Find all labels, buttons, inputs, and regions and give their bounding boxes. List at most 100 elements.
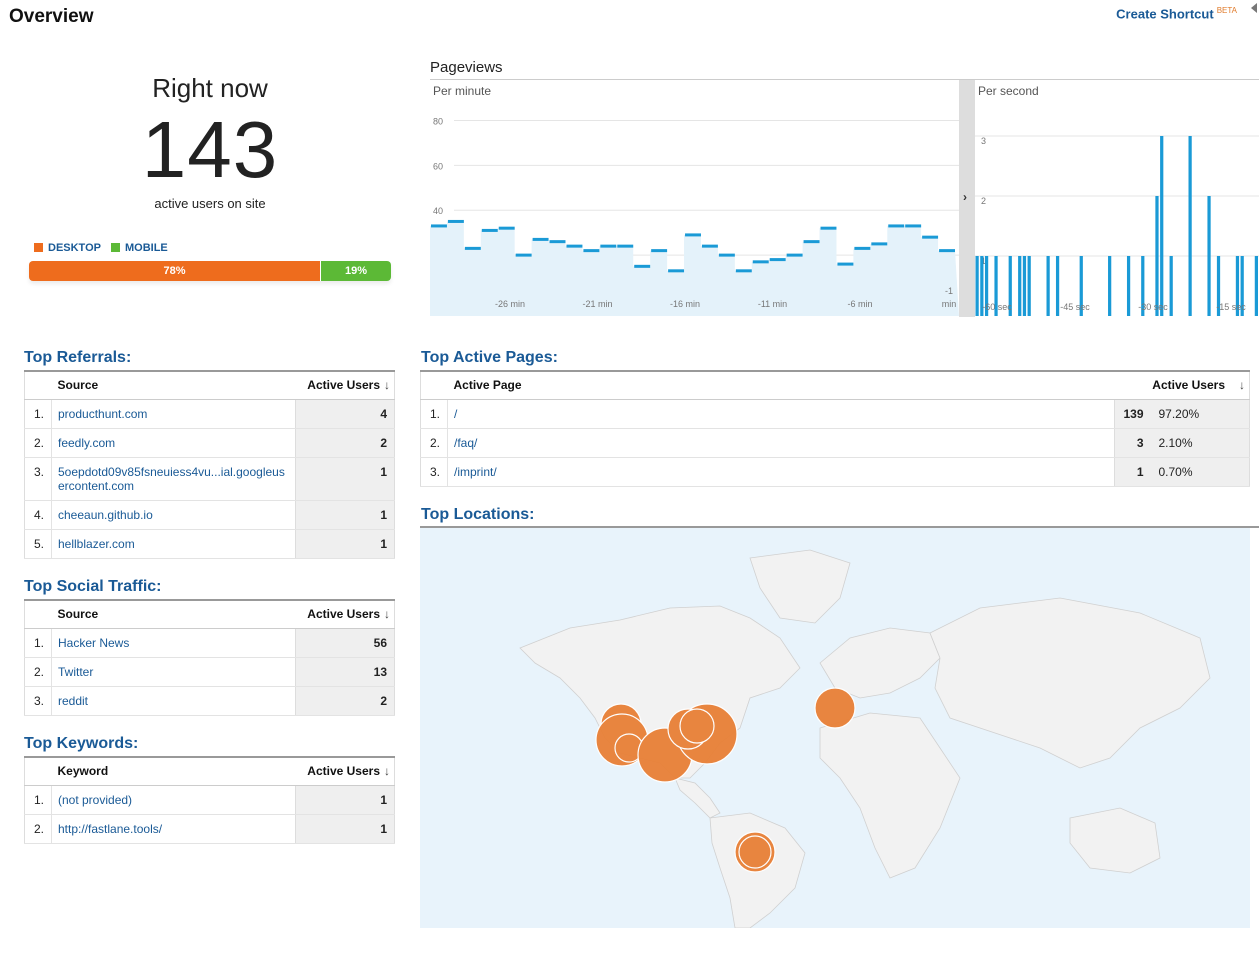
active-pages-table: Active Page Active Users ↓ 1./139 97.20% 2…	[420, 370, 1250, 487]
row-index: 3.	[24, 457, 52, 501]
table-row: 2. http://fastlane.tools/1	[24, 814, 395, 844]
per-minute-bar	[769, 258, 786, 262]
col-active-page: Active Page	[447, 371, 1115, 400]
page-link[interactable]: /	[447, 399, 1115, 429]
keyword-link[interactable]: (not provided)	[51, 785, 296, 815]
page-link[interactable]: /imprint/	[447, 457, 1115, 487]
table-row: 1. producthunt.com 4	[24, 399, 395, 429]
per-minute-bar	[583, 249, 600, 253]
active-users-percent: 97.20%	[1150, 399, 1250, 429]
row-index: 3.	[24, 686, 52, 716]
per-second-plot-bg	[975, 80, 1259, 317]
active-users-count: 143	[141, 105, 279, 194]
source-link[interactable]: feedly.com	[51, 428, 296, 458]
per-second-bar	[1008, 256, 1012, 316]
device-legend: DESKTOP MOBILE	[34, 242, 168, 254]
sort-down-icon: ↓	[384, 378, 390, 393]
per-second-label: Per second	[978, 84, 1039, 98]
active-users-percent: 0.70%	[1150, 457, 1250, 487]
source-link[interactable]: reddit	[51, 686, 296, 716]
active-users-value: 2	[295, 686, 395, 716]
europe-shape	[819, 627, 941, 699]
create-shortcut-link[interactable]: Create Shortcut BETA	[1116, 6, 1237, 21]
locations-map[interactable]	[420, 528, 1250, 928]
page-title: Overview	[9, 6, 94, 27]
world-map-svg	[519, 549, 1211, 928]
per-second-bar	[1235, 256, 1240, 316]
per-minute-bar	[566, 244, 583, 248]
active-users-value: 139	[1114, 399, 1151, 429]
row-index: 1.	[24, 785, 52, 815]
per-second-bar	[1055, 256, 1060, 316]
right-now-label: Right now	[152, 73, 268, 103]
col-keyword: Keyword	[51, 757, 296, 786]
source-link[interactable]: cheeaun.github.io	[51, 500, 296, 530]
per-second-bar	[1216, 256, 1221, 316]
per-second-bar	[1240, 256, 1244, 316]
chart-toggle[interactable]: ›	[959, 80, 975, 317]
per-second-bar	[980, 256, 984, 316]
per-second-bar	[1126, 256, 1131, 316]
table-header: Source Active Users ↓	[24, 600, 395, 629]
active-users-value: 1	[295, 529, 395, 559]
table-row: 3./imprint/1 0.70%	[420, 457, 1250, 487]
per-second-chart-svg: 1 2 3 -60 sec -45 sec -30 sec -15 sec	[975, 80, 1259, 317]
col-active-users-sort[interactable]: Active Users ↓	[295, 371, 395, 400]
greenland-shape	[749, 549, 851, 624]
row-index: 3.	[420, 457, 448, 487]
per-minute-bar	[600, 244, 617, 248]
source-link[interactable]: Hacker News	[51, 628, 296, 658]
row-index: 2.	[24, 657, 52, 687]
pageviews-divider	[430, 79, 1259, 80]
source-link[interactable]: 5oepdotd09v85fsneuiess4vu...ial.googleus…	[51, 457, 296, 501]
per-second-bar	[1160, 136, 1164, 316]
active-users-sublabel: active users on site	[154, 196, 266, 211]
per-minute-bar	[685, 233, 701, 237]
per-second-xtick: -15 sec	[1216, 302, 1246, 312]
per-second-bar	[1079, 256, 1083, 316]
per-minute-bar	[888, 224, 905, 228]
page-link[interactable]: /faq/	[447, 428, 1115, 458]
per-minute-bar	[922, 235, 939, 239]
table-row: 1. Hacker News 56	[24, 628, 395, 658]
source-link[interactable]: Twitter	[51, 657, 296, 687]
active-users-value: 1	[1114, 457, 1151, 487]
table-row: 3. reddit 2	[24, 686, 395, 716]
legend-mobile-label: MOBILE	[124, 242, 168, 254]
per-minute-ytick: 60	[433, 161, 443, 171]
per-minute-xtick-unit: min	[942, 299, 957, 309]
per-second-ytick: 3	[981, 136, 986, 146]
australia-shape	[1069, 807, 1161, 874]
per-minute-xtick: -16 min	[670, 299, 700, 309]
per-second-ytick: 2	[981, 196, 986, 206]
table-row: 4. cheeaun.github.io 1	[24, 500, 395, 530]
table-header: Active Page Active Users ↓	[420, 371, 1250, 400]
legend-desktop-label: DESKTOP	[48, 242, 101, 254]
source-link[interactable]: producthunt.com	[51, 399, 296, 429]
top-locations-title: Top Locations:	[421, 506, 535, 523]
per-minute-bar	[515, 253, 532, 257]
keyword-link[interactable]: http://fastlane.tools/	[51, 814, 296, 844]
col-active-users-sort[interactable]: Active Users ↓	[295, 757, 395, 786]
active-users-value: 1	[295, 814, 395, 844]
per-minute-bar	[854, 246, 871, 250]
active-users-value: 56	[295, 628, 395, 658]
asia-shape	[929, 597, 1211, 769]
create-shortcut-label: Create Shortcut	[1116, 6, 1214, 22]
per-second-bar	[1018, 256, 1022, 316]
sort-down-icon: ↓	[384, 764, 390, 779]
per-second-bar	[1141, 256, 1145, 316]
collapse-arrow-icon[interactable]	[1251, 3, 1257, 13]
source-link[interactable]: hellblazer.com	[51, 529, 296, 559]
sort-down-icon: ↓	[1239, 378, 1245, 393]
per-minute-bar	[532, 237, 549, 241]
per-second-bar	[1254, 256, 1258, 316]
col-active-users-sort[interactable]: Active Users ↓	[1114, 371, 1250, 400]
col-source: Source	[51, 600, 296, 629]
active-users-value: 1	[295, 500, 395, 530]
per-second-bar	[1188, 136, 1192, 316]
col-active-users-sort[interactable]: Active Users ↓	[295, 600, 395, 629]
table-row: 3. 5oepdotd09v85fsneuiess4vu...ial.google…	[24, 457, 395, 501]
per-second-bar	[1027, 256, 1031, 316]
col-active-users-label: Active Users	[1152, 378, 1225, 393]
